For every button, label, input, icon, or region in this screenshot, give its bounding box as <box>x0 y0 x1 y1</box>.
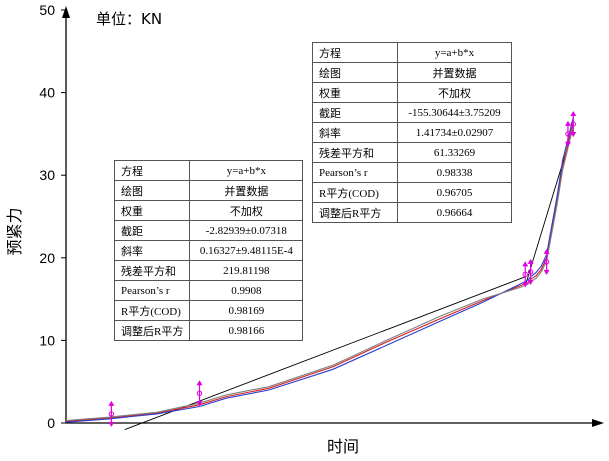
stats-row: 残差平方和 219.81198 <box>113 260 304 281</box>
stats-key: 绘图 <box>113 180 191 201</box>
stats-key: 权重 <box>113 200 191 221</box>
error-marker <box>570 110 577 137</box>
stats-value: 并置数据 <box>397 62 512 83</box>
y-tick-label: 0 <box>47 415 55 431</box>
x-axis-label: 时间 <box>327 437 359 456</box>
stats-value: 0.96705 <box>397 182 512 203</box>
stats-key: R平方(COD) <box>113 300 191 321</box>
stats-row: 绘图 并置数据 <box>113 180 304 201</box>
y-axis-label: 预紧力 <box>5 207 24 255</box>
stats-row: Pearson’s r 0.98338 <box>312 162 512 183</box>
stats-key: 截距 <box>312 102 398 123</box>
stats-row: 方程 y=a+b*x <box>113 160 304 181</box>
data-point <box>522 271 528 278</box>
error-cap-top <box>196 380 203 386</box>
stats-key: Pearson’s r <box>312 162 398 183</box>
stats-row: 斜率 1.41734±0.02907 <box>312 122 512 143</box>
stats-key: R平方(COD) <box>312 182 398 203</box>
stats-key: 调整后R平方 <box>312 202 398 223</box>
series-line-3 <box>65 125 574 422</box>
y-tick-label: 40 <box>39 85 55 101</box>
error-marker <box>522 261 529 288</box>
stats-row: 调整后R平方 0.96664 <box>312 202 512 223</box>
unit-label: 单位：KN <box>96 10 163 28</box>
error-marker <box>543 248 550 275</box>
data-point <box>196 390 203 396</box>
error-marker <box>564 120 571 147</box>
data-point <box>527 269 534 275</box>
error-cap-top <box>570 110 577 116</box>
stats-value: 219.81198 <box>189 260 304 281</box>
fit-stats-table-1: 方程 y=a+b*x 绘图 并置数据 权重 不加权 截距 -2.82939±0.07318 斜率… <box>113 160 304 341</box>
error-cap-bottom <box>108 421 115 427</box>
stats-row: 调整后R平方 0.98166 <box>113 320 304 341</box>
error-cap-bottom <box>570 131 577 137</box>
stats-value: y=a+b*x <box>397 42 512 63</box>
stats-row: 斜率 0.16327±9.48115E-4 <box>113 240 304 261</box>
stats-key: 斜率 <box>113 240 191 261</box>
data-point <box>570 121 576 127</box>
y-tick-label: 20 <box>39 250 55 266</box>
fit-stats-table-2: 方程 y=a+b*x 绘图 并置数据 权重 不加权 截距 -155.30644±3.75209… <box>312 42 512 223</box>
stats-value: 0.98166 <box>189 320 304 341</box>
stats-value: 0.9908 <box>189 280 304 301</box>
error-cap-top <box>527 258 534 264</box>
y-axis-arrow <box>62 6 70 18</box>
error-cap-top <box>564 120 571 126</box>
stats-value: 并置数据 <box>189 180 304 201</box>
stats-row: R平方(COD) 0.98169 <box>113 300 304 321</box>
stats-key: 权重 <box>312 82 398 103</box>
stats-row: 权重 不加权 <box>312 82 512 103</box>
stats-value: y=a+b*x <box>189 160 304 181</box>
y-tick-label: 30 <box>39 167 55 183</box>
y-tick-label: 50 <box>39 2 55 18</box>
stats-key: 方程 <box>312 42 398 63</box>
error-cap-bottom <box>564 141 571 147</box>
stats-value: -155.30644±3.75209 <box>397 102 512 123</box>
stats-row: 截距 -2.82939±0.07318 <box>113 220 304 241</box>
stats-key: 残差平方和 <box>113 260 191 281</box>
error-cap-top <box>522 261 529 267</box>
data-point <box>108 411 115 417</box>
stats-row: 方程 y=a+b*x <box>312 42 512 63</box>
data-point <box>565 131 571 137</box>
stats-value: -2.82939±0.07318 <box>189 220 304 241</box>
stats-key: 绘图 <box>312 62 398 83</box>
fit-line-1 <box>124 276 526 431</box>
stats-row: Pearson’s r 0.9908 <box>113 280 304 301</box>
data-point <box>543 259 550 265</box>
stats-key: 残差平方和 <box>312 142 398 163</box>
stats-value: 0.16327±9.48115E-4 <box>189 240 304 261</box>
stats-key: 调整后R平方 <box>113 320 191 341</box>
stats-row: 权重 不加权 <box>113 200 304 221</box>
stats-value: 不加权 <box>397 82 512 103</box>
stats-value: 不加权 <box>189 200 304 221</box>
error-marker <box>527 258 534 285</box>
stats-value: 61.33269 <box>397 142 512 163</box>
stats-key: 斜率 <box>312 122 398 143</box>
stats-value: 0.98338 <box>397 162 512 183</box>
stats-value: 0.96664 <box>397 202 512 223</box>
error-cap-bottom <box>522 282 529 288</box>
stats-key: Pearson’s r <box>113 280 191 301</box>
error-marker <box>196 380 203 407</box>
stats-row: 残差平方和 61.33269 <box>312 142 512 163</box>
error-cap-top <box>108 400 115 406</box>
stats-row: 绘图 并置数据 <box>312 62 512 83</box>
stats-row: R平方(COD) 0.96705 <box>312 182 512 203</box>
stats-row: 截距 -155.30644±3.75209 <box>312 102 512 123</box>
y-tick-label: 10 <box>39 332 55 348</box>
error-marker <box>108 400 115 427</box>
stats-value: 0.98169 <box>189 300 304 321</box>
error-cap-bottom <box>543 269 550 275</box>
error-cap-bottom <box>196 401 203 407</box>
stats-key: 方程 <box>113 160 191 181</box>
error-cap-bottom <box>527 279 534 285</box>
stats-key: 截距 <box>113 220 191 241</box>
error-cap-top <box>543 248 550 254</box>
stats-value: 1.41734±0.02907 <box>397 122 512 143</box>
x-axis-arrow <box>592 419 604 427</box>
